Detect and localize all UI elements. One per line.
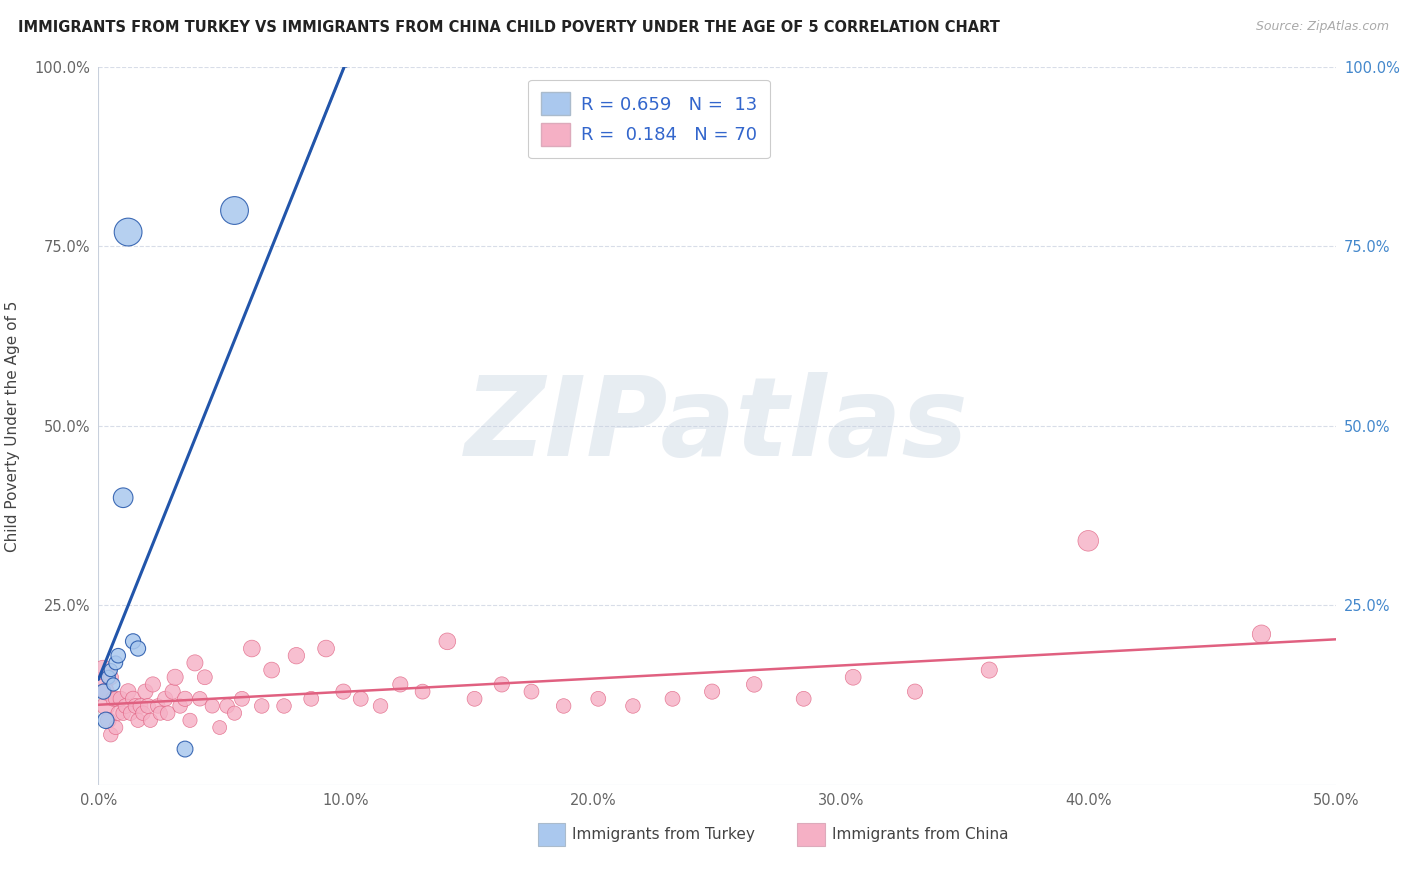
Text: Immigrants from Turkey: Immigrants from Turkey <box>572 827 755 842</box>
Point <box>165 670 187 684</box>
Point <box>117 225 139 239</box>
Point <box>94 684 117 698</box>
Point <box>315 641 337 656</box>
Point <box>129 698 152 713</box>
Point <box>134 684 156 698</box>
Point <box>224 203 246 218</box>
FancyBboxPatch shape <box>537 823 565 846</box>
Text: IMMIGRANTS FROM TURKEY VS IMMIGRANTS FROM CHINA CHILD POVERTY UNDER THE AGE OF 5: IMMIGRANTS FROM TURKEY VS IMMIGRANTS FRO… <box>18 20 1000 35</box>
Point <box>94 698 117 713</box>
Point <box>350 691 373 706</box>
Point <box>162 684 184 698</box>
Point <box>139 714 162 728</box>
Point <box>240 641 263 656</box>
Point <box>1077 533 1099 548</box>
Point <box>120 706 142 721</box>
Point <box>842 670 865 684</box>
Point <box>149 706 172 721</box>
Point <box>174 691 197 706</box>
Point <box>904 684 927 698</box>
Point <box>273 698 295 713</box>
Point <box>250 698 273 713</box>
Point <box>174 742 197 756</box>
Point <box>136 698 159 713</box>
Point <box>100 670 122 684</box>
Point <box>1250 627 1272 641</box>
Point <box>224 706 246 721</box>
Point <box>285 648 308 663</box>
Point <box>370 698 392 713</box>
Point <box>127 714 149 728</box>
Point <box>169 698 191 713</box>
Point <box>97 670 120 684</box>
Text: Source: ZipAtlas.com: Source: ZipAtlas.com <box>1256 20 1389 33</box>
Point <box>661 691 683 706</box>
Point <box>132 706 155 721</box>
Point <box>93 663 115 677</box>
Point <box>464 691 486 706</box>
Point <box>114 698 136 713</box>
Point <box>100 663 122 677</box>
Point <box>122 634 145 648</box>
Point <box>117 684 139 698</box>
Point <box>491 677 513 691</box>
Point <box>588 691 610 706</box>
Point <box>201 698 224 713</box>
Point <box>260 663 283 677</box>
Point <box>97 714 120 728</box>
Point <box>332 684 354 698</box>
Point <box>553 698 575 713</box>
FancyBboxPatch shape <box>797 823 825 846</box>
Point <box>155 691 177 706</box>
Point <box>107 706 129 721</box>
Point <box>979 663 1001 677</box>
Point <box>188 691 211 706</box>
Point <box>112 491 135 505</box>
Point <box>112 706 135 721</box>
Point <box>110 691 132 706</box>
Point <box>184 656 207 670</box>
Point <box>208 721 231 735</box>
Y-axis label: Child Poverty Under the Age of 5: Child Poverty Under the Age of 5 <box>6 301 20 551</box>
Point <box>104 691 127 706</box>
Point <box>700 684 723 698</box>
Point <box>621 698 644 713</box>
Point <box>194 670 217 684</box>
Point <box>100 728 122 742</box>
Point <box>90 677 112 691</box>
Text: Immigrants from China: Immigrants from China <box>832 827 1008 842</box>
Point <box>104 721 127 735</box>
Point <box>231 691 253 706</box>
Point <box>104 656 127 670</box>
Point <box>103 691 125 706</box>
Point <box>124 698 146 713</box>
Point <box>146 698 169 713</box>
Point <box>122 691 145 706</box>
Point <box>742 677 765 691</box>
Point <box>94 714 117 728</box>
Point <box>436 634 458 648</box>
Point <box>412 684 434 698</box>
Point <box>520 684 543 698</box>
Point <box>142 677 165 691</box>
Text: ZIPatlas: ZIPatlas <box>465 373 969 479</box>
Point <box>179 714 201 728</box>
Legend: R = 0.659   N =  13, R =  0.184   N = 70: R = 0.659 N = 13, R = 0.184 N = 70 <box>529 79 769 159</box>
Point <box>217 698 239 713</box>
Point <box>107 648 129 663</box>
Point <box>793 691 815 706</box>
Point <box>127 641 149 656</box>
Point <box>389 677 412 691</box>
Point <box>93 684 115 698</box>
Point <box>156 706 179 721</box>
Point <box>103 677 125 691</box>
Point <box>299 691 322 706</box>
